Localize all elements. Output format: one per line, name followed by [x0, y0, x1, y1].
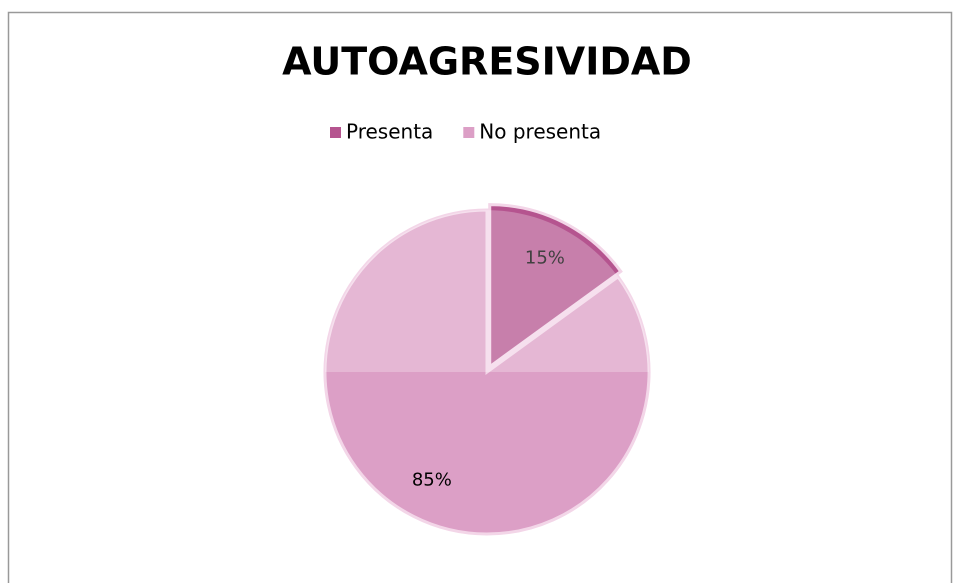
data-label: 15%	[525, 247, 565, 268]
legend-label: Presenta	[346, 120, 433, 144]
data-label: 85%	[412, 469, 452, 490]
legend-swatch	[330, 127, 341, 138]
legend-swatch	[463, 127, 475, 138]
pie-slice	[488, 203, 623, 370]
legend-label: No presenta	[479, 120, 601, 144]
chart-title: AUTOAGRESIVIDAD	[282, 40, 692, 84]
pie-slice	[323, 208, 651, 536]
